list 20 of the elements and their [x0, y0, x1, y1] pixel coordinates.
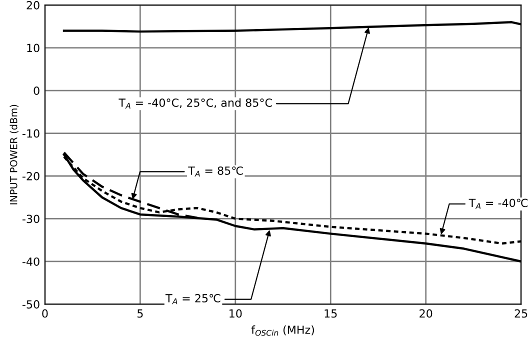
y-tick-label: 10 [27, 44, 40, 52]
x-tick-label: 10 [230, 309, 242, 318]
annotation: T$_{A}$ = -40℃ [468, 198, 528, 209]
x-tick-label: 5 [138, 309, 143, 318]
y-tick-label: 0 [34, 86, 40, 95]
x-axis-title: f$_{OSCin}$ (MHz) [251, 325, 314, 336]
y-tick-label: -20 [22, 172, 40, 180]
x-tick-label: 0 [42, 309, 48, 318]
y-tick-label: -50 [22, 300, 40, 309]
y-axis-title: INPUT POWER (dBm) [10, 104, 18, 204]
annotation: T$_{A}$ = -40°C, 25°C, and 85°C [118, 98, 272, 109]
y-tick-label: 20 [26, 1, 40, 10]
y-tick-label: -30 [22, 214, 40, 224]
y-tick-label: -10 [22, 129, 40, 138]
annotation: T$_{A}$ = 85℃ [188, 166, 243, 177]
x-tick-label: 15 [324, 309, 337, 318]
x-tick-label: 20 [420, 309, 432, 318]
annotation: T$_{A}$ = 25℃ [165, 294, 220, 304]
x-tick-label: 25 [514, 309, 528, 318]
y-tick-label: -40 [22, 257, 40, 266]
